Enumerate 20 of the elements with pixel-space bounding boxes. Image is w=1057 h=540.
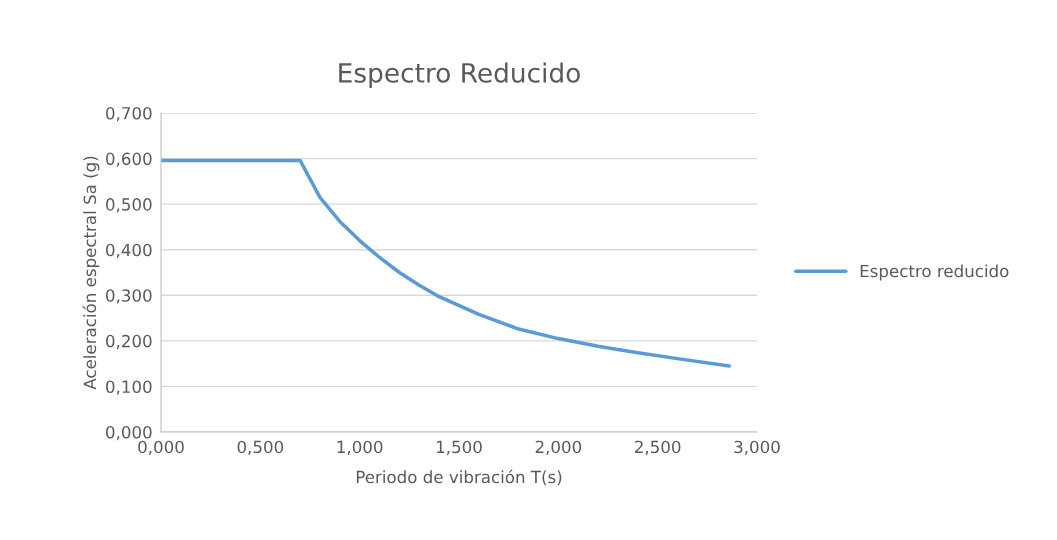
x-tick-label: 1,000 [337, 440, 383, 455]
y-tick-label: 0,100 [106, 380, 152, 395]
x-tick-label: 2,000 [535, 440, 582, 455]
y-axis-title: Aceleración espectral Sa (g) [82, 156, 100, 390]
y-tick-label: 0,500 [106, 198, 152, 213]
y-tick-label: 0,700 [106, 106, 152, 122]
x-tick-label: 1,500 [436, 440, 482, 455]
legend-label: Espectro reducido [860, 264, 1009, 281]
y-tick-label: 0,400 [106, 243, 152, 258]
x-axis-title: Periodo de vibración T(s) [356, 469, 562, 486]
y-tick-label: 0,000 [106, 425, 152, 441]
x-tick-label: 3,000 [734, 440, 780, 455]
x-tick-label: 0,000 [138, 440, 184, 455]
y-tick-label: 0,300 [106, 289, 152, 304]
chart-title: Espectro Reducido [339, 62, 580, 88]
y-tick-label: 0,200 [106, 334, 152, 350]
y-tick-label: 0,600 [106, 152, 152, 167]
x-tick-label: 2,500 [635, 440, 681, 455]
x-tick-label: 0,500 [237, 440, 284, 455]
line-series [161, 158, 731, 368]
